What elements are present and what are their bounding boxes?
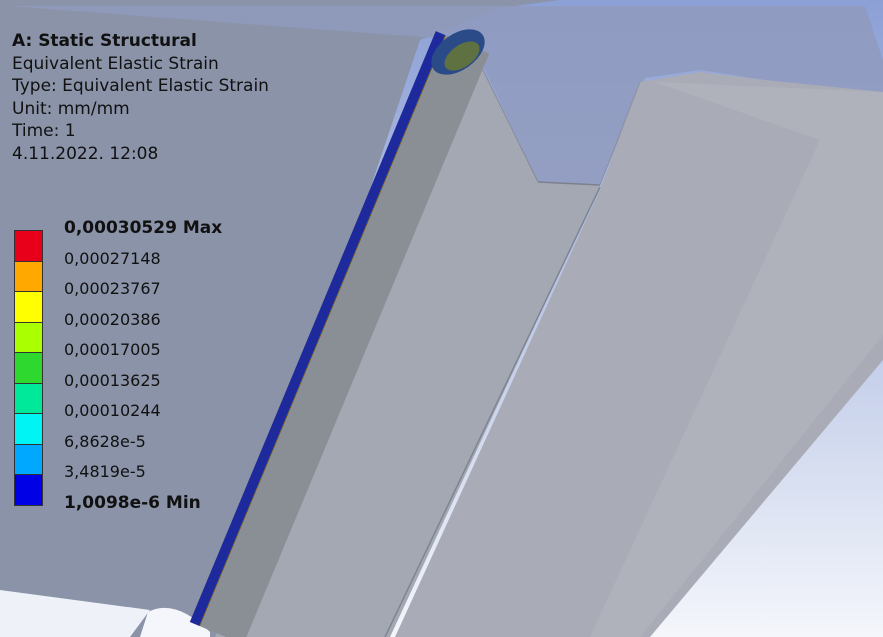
legend-tick-label: 0,00020386 xyxy=(64,309,161,329)
result-name: Equivalent Elastic Strain xyxy=(12,53,219,74)
model-edge-1 xyxy=(537,181,601,186)
legend-swatch xyxy=(14,321,43,353)
legend-swatch xyxy=(14,474,43,506)
legend-tick-label: 3,4819e-5 xyxy=(64,462,146,481)
rod-end-cap xyxy=(140,607,210,637)
legend-tick-label: 6,8628e-5 xyxy=(64,431,146,451)
legend-max-label: 0,00030529 Max xyxy=(64,218,223,238)
legend-tick-label: 0,00027148 xyxy=(64,248,161,268)
model-middle-face xyxy=(215,60,600,637)
contour-legend[interactable]: 0,00030529 Max 0,00027148 0,00023767 0,0002… xyxy=(12,218,272,513)
model-right-front xyxy=(590,82,883,637)
legend-tick-label: 0,00023767 xyxy=(64,279,161,298)
legend-swatch xyxy=(14,413,43,445)
model-edge-3 xyxy=(599,81,641,186)
result-timestamp: 4.11.2022. 12:08 xyxy=(12,143,159,164)
legend-min-label: 1,0098e-6 Min xyxy=(64,492,201,513)
model-top-face xyxy=(8,6,883,185)
model-edge-4 xyxy=(477,59,539,183)
analysis-title: A: Static Structural xyxy=(12,31,197,51)
legend-tick-label: 0,00010244 xyxy=(64,401,161,420)
legend-swatch xyxy=(14,352,43,384)
result-time: Time: 1 xyxy=(12,121,76,141)
legend-swatch xyxy=(14,443,43,475)
legend-tick-label: 0,00017005 xyxy=(64,340,161,359)
model-right-face xyxy=(395,72,883,637)
result-type: Type: Equivalent Elastic Strain xyxy=(12,76,269,96)
legend-tick-label: 0,00013625 xyxy=(64,370,161,390)
legend-swatch xyxy=(14,230,43,262)
result-info-block: A: Static Structural Equivalent Elastic … xyxy=(12,30,269,165)
legend-swatch xyxy=(14,291,43,323)
result-unit: Unit: mm/mm xyxy=(12,98,130,119)
strain-contour-rod xyxy=(189,31,490,637)
model-edge-2 xyxy=(384,186,601,637)
rod-top-cap-inner xyxy=(444,41,480,71)
model-cutout xyxy=(0,590,150,637)
model-body-left xyxy=(0,0,560,637)
legend-swatch xyxy=(14,260,43,292)
legend-swatch xyxy=(14,382,43,414)
